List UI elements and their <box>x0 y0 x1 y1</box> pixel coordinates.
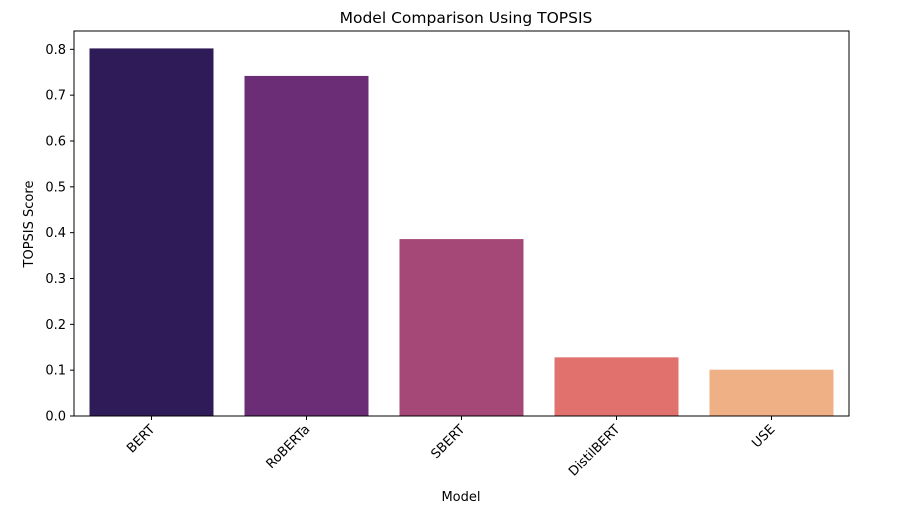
chart-title: Model Comparison Using TOPSIS <box>340 9 593 27</box>
bar-use <box>709 369 834 416</box>
y-tick-label: 0.8 <box>45 43 66 58</box>
y-tick-label: 0.6 <box>45 135 66 150</box>
x-tick-label: USE <box>749 422 778 451</box>
x-tick-label: BERT <box>124 422 158 456</box>
y-axis: 0.0 0.1 0.2 0.3 0.4 0.5 0.6 0.7 0.8 <box>45 43 74 425</box>
y-tick-label: 0.4 <box>45 226 66 241</box>
y-tick-label: 0.5 <box>45 180 66 195</box>
y-tick-label: 0.0 <box>45 410 66 425</box>
x-axis: BERT RoBERTa SBERT DistilBERT USE <box>124 416 778 479</box>
x-axis-title: Model <box>441 490 480 505</box>
x-tick-label: SBERT <box>428 422 468 462</box>
bars-group <box>89 48 834 417</box>
bar-roberta <box>244 75 369 417</box>
x-tick-label: RoBERTa <box>264 422 314 472</box>
y-tick-label: 0.3 <box>45 272 66 287</box>
bar-sbert <box>399 239 524 416</box>
bar-distilbert <box>554 357 679 416</box>
bar-bert <box>89 48 214 417</box>
y-axis-title: TOPSIS Score <box>22 181 37 269</box>
y-tick-label: 0.1 <box>45 364 66 379</box>
y-tick-label: 0.7 <box>45 89 66 104</box>
x-tick-label: DistilBERT <box>566 422 623 479</box>
y-tick-label: 0.2 <box>45 318 66 333</box>
